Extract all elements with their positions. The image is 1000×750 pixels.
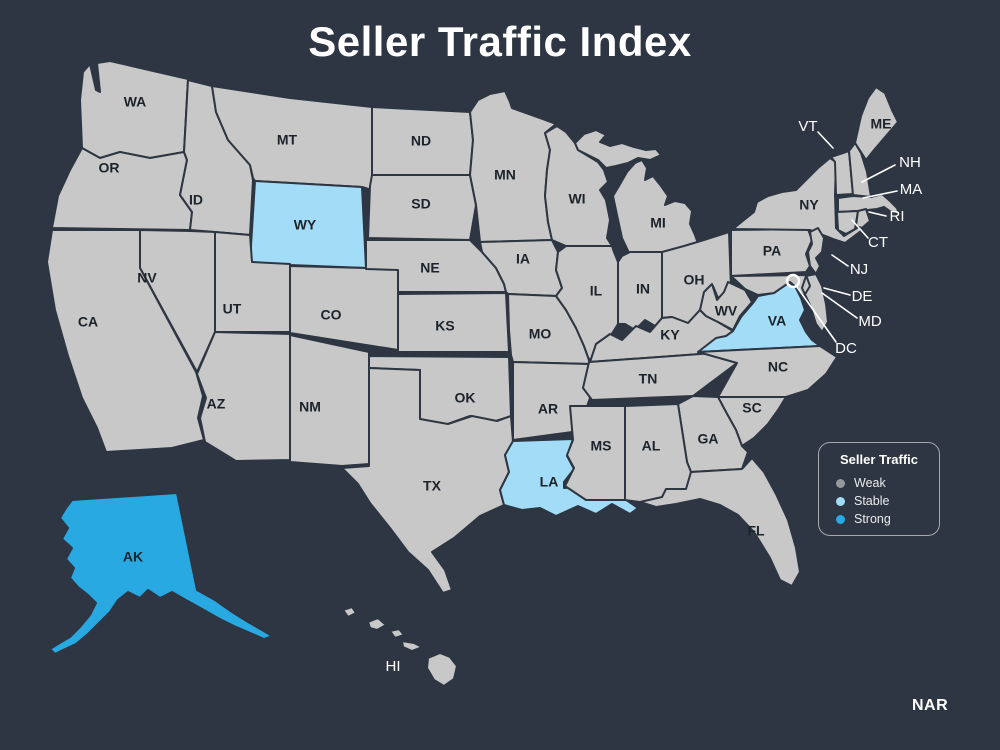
state-label-co: CO	[321, 307, 342, 323]
callout-label-md: MD	[858, 313, 881, 330]
state-label-il: IL	[590, 283, 603, 299]
state-label-ca: CA	[78, 314, 98, 330]
callout-line-de	[823, 287, 851, 296]
state-label-ut: UT	[223, 301, 242, 317]
state-label-wy: WY	[294, 217, 317, 233]
state-label-or: OR	[99, 160, 120, 176]
state-label-nv: NV	[137, 270, 157, 286]
state-label-al: AL	[642, 438, 661, 454]
callout-line-md	[821, 292, 858, 319]
state-label-ks: KS	[435, 318, 454, 334]
state-label-fl: FL	[747, 523, 765, 539]
state-label-sc: SC	[742, 400, 761, 416]
strong-dot-icon	[836, 514, 845, 524]
state-label-ky: KY	[660, 327, 680, 343]
legend-label-strong: Strong	[854, 512, 891, 526]
legend-title: Seller Traffic	[839, 452, 919, 467]
state-fl[interactable]	[639, 457, 801, 587]
state-mi[interactable]	[574, 129, 700, 256]
state-label-pa: PA	[763, 243, 781, 259]
state-ca[interactable]	[46, 229, 205, 453]
state-nc[interactable]	[697, 345, 838, 398]
state-label-mo: MO	[529, 326, 552, 342]
state-label-tn: TN	[639, 371, 658, 387]
callout-line-ct	[851, 219, 869, 239]
stable-dot-icon	[836, 496, 845, 506]
state-ak[interactable]	[49, 492, 273, 655]
callout-label-ct: CT	[868, 234, 888, 251]
state-label-ak: AK	[123, 549, 143, 565]
state-label-nd: ND	[411, 133, 431, 149]
state-nm[interactable]	[289, 334, 370, 467]
state-me[interactable]	[854, 86, 899, 161]
state-label-mi: MI	[650, 215, 666, 231]
state-label-in: IN	[636, 281, 650, 297]
state-label-ny: NY	[799, 197, 819, 213]
callout-label-nj: NJ	[850, 261, 868, 278]
callout-label-ma: MA	[900, 181, 923, 198]
legend-item-weak: Weak	[819, 474, 939, 492]
state-il[interactable]	[555, 245, 619, 361]
callout-line-vt	[817, 131, 834, 149]
state-label-nm: NM	[299, 399, 321, 415]
state-label-mt: MT	[277, 132, 298, 148]
callout-line-ri	[868, 211, 887, 217]
state-label-va: VA	[768, 313, 786, 329]
page-title: Seller Traffic Index	[308, 18, 692, 65]
state-label-wa: WA	[124, 94, 147, 110]
nar-attribution: NAR	[912, 697, 949, 714]
state-label-ia: IA	[516, 251, 530, 267]
legend-item-stable: Stable	[819, 492, 939, 510]
state-label-ms: MS	[591, 438, 612, 454]
state-tx[interactable]	[341, 367, 514, 594]
state-label-nc: NC	[768, 359, 788, 375]
callout-line-dc	[796, 286, 837, 343]
callout-label-nh: NH	[899, 154, 921, 171]
state-label-ne: NE	[420, 260, 439, 276]
state-label-me: ME	[871, 116, 892, 132]
state-label-az: AZ	[207, 396, 226, 412]
state-label-tx: TX	[423, 478, 442, 494]
state-ms[interactable]	[564, 405, 626, 501]
dc-marker	[785, 273, 801, 289]
callout-label-dc: DC	[835, 340, 857, 357]
state-or[interactable]	[51, 147, 193, 231]
state-label-ar: AR	[538, 401, 558, 417]
state-vt[interactable]	[830, 150, 854, 196]
state-hi[interactable]	[342, 606, 458, 687]
callout-line-nj	[831, 254, 849, 267]
state-label-la: LA	[540, 474, 559, 490]
state-label-ga: GA	[698, 431, 719, 447]
callout-line-nh	[861, 164, 896, 183]
state-ct[interactable]	[836, 210, 859, 235]
state-label-id: ID	[189, 192, 203, 208]
state-label-ok: OK	[455, 390, 476, 406]
state-label-oh: OH	[684, 272, 705, 288]
callout-line-ma	[862, 190, 898, 199]
state-label-hi: HI	[386, 658, 401, 675]
state-label-mn: MN	[494, 167, 516, 183]
legend-label-stable: Stable	[854, 494, 890, 508]
state-ri[interactable]	[855, 208, 871, 229]
state-va[interactable]	[697, 281, 821, 353]
legend: Seller Traffic Weak Stable Strong	[818, 442, 940, 536]
legend-label-weak: Weak	[854, 476, 886, 490]
callout-label-ri: RI	[890, 208, 905, 225]
state-co[interactable]	[289, 265, 399, 351]
callout-label-de: DE	[852, 288, 873, 305]
state-ks[interactable]	[397, 292, 510, 353]
state-label-sd: SD	[411, 196, 430, 212]
state-nj[interactable]	[807, 227, 825, 275]
callout-label-vt: VT	[798, 118, 817, 135]
state-label-wv: WV	[715, 303, 738, 319]
weak-dot-icon	[836, 478, 845, 488]
state-label-wi: WI	[568, 191, 585, 207]
legend-item-strong: Strong	[819, 510, 939, 528]
